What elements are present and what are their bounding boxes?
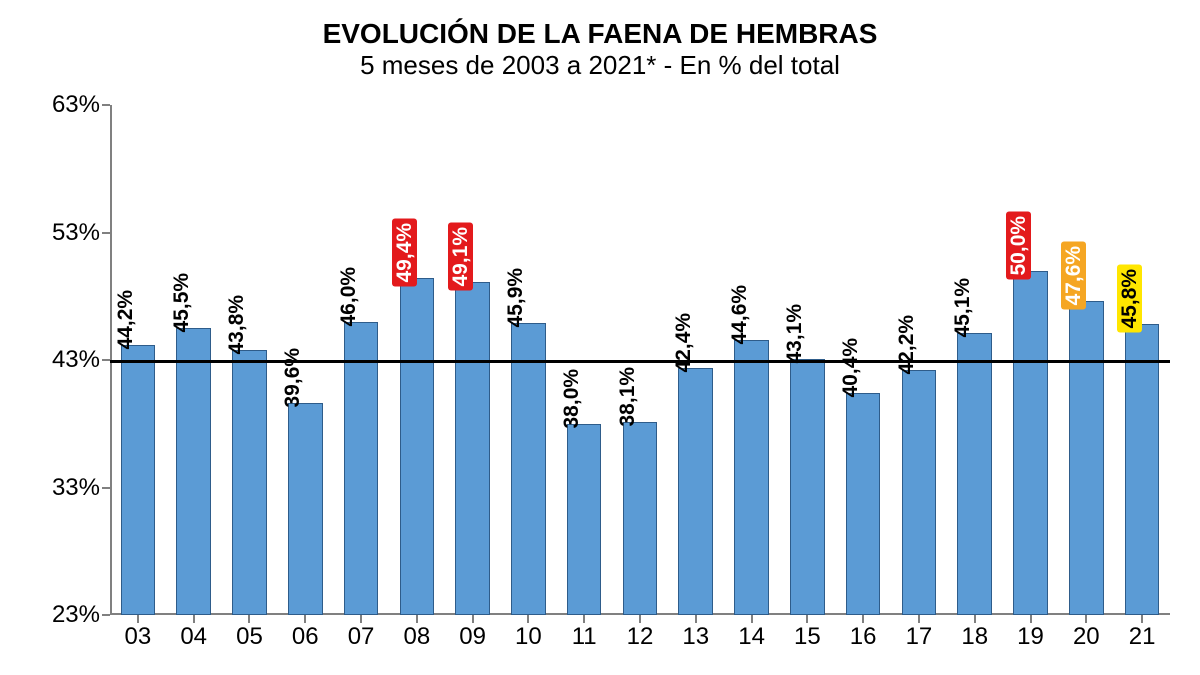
x-tick-label: 03 <box>125 615 152 651</box>
y-tick-label: 23% <box>52 601 110 629</box>
x-tick-label: 15 <box>794 615 821 651</box>
bar <box>902 370 937 615</box>
x-tick-label: 07 <box>348 615 375 651</box>
x-tick-label: 09 <box>459 615 486 651</box>
x-tick-label: 12 <box>627 615 654 651</box>
chart-subtitle: 5 meses de 2003 a 2021* - En % del total <box>0 50 1200 81</box>
data-label: 47,6% <box>1061 242 1086 310</box>
data-label: 49,4% <box>392 219 417 287</box>
data-label: 38,1% <box>615 363 640 431</box>
x-tick-label: 20 <box>1073 615 1100 651</box>
bar <box>232 350 267 615</box>
data-label: 45,5% <box>169 269 194 337</box>
x-tick-label: 19 <box>1017 615 1044 651</box>
data-label: 45,1% <box>950 274 975 342</box>
data-label: 45,9% <box>503 264 528 332</box>
y-tick-label: 63% <box>52 91 110 119</box>
bar <box>678 368 713 615</box>
x-tick-label: 13 <box>682 615 709 651</box>
x-tick-label: 21 <box>1129 615 1156 651</box>
data-label: 44,2% <box>113 286 138 354</box>
y-tick-label: 43% <box>52 346 110 374</box>
bar <box>1013 271 1048 615</box>
x-tick-label: 18 <box>961 615 988 651</box>
x-tick-label: 05 <box>236 615 263 651</box>
x-tick-label: 16 <box>850 615 877 651</box>
data-label: 44,6% <box>727 281 752 349</box>
bar <box>1125 324 1160 615</box>
bar <box>734 340 769 615</box>
bar <box>344 322 379 615</box>
data-label: 43,1% <box>782 300 807 368</box>
bar <box>455 282 490 615</box>
y-tick-label: 53% <box>52 219 110 247</box>
data-label: 43,8% <box>224 291 249 359</box>
x-tick-label: 08 <box>403 615 430 651</box>
data-label: 46,0% <box>336 263 361 331</box>
bar <box>846 393 881 615</box>
bar <box>400 278 435 615</box>
data-label: 45,8% <box>1117 265 1142 333</box>
bar <box>790 359 825 615</box>
bar <box>288 403 323 615</box>
data-label: 42,4% <box>671 309 696 377</box>
data-label: 38,0% <box>559 365 584 433</box>
bar <box>121 345 156 615</box>
y-tick-label: 33% <box>52 474 110 502</box>
x-tick-label: 06 <box>292 615 319 651</box>
bar <box>567 424 602 615</box>
reference-line <box>110 360 1170 363</box>
x-tick-label: 17 <box>906 615 933 651</box>
bar <box>511 323 546 615</box>
title-block: EVOLUCIÓN DE LA FAENA DE HEMBRAS 5 meses… <box>0 18 1200 81</box>
chart-title: EVOLUCIÓN DE LA FAENA DE HEMBRAS <box>0 18 1200 50</box>
data-label: 49,1% <box>448 223 473 291</box>
bar <box>1069 301 1104 615</box>
data-label: 50,0% <box>1006 212 1031 280</box>
bar <box>176 328 211 615</box>
bar <box>623 422 658 615</box>
data-label: 39,6% <box>280 344 305 412</box>
x-tick-label: 10 <box>515 615 542 651</box>
chart-container: EVOLUCIÓN DE LA FAENA DE HEMBRAS 5 meses… <box>0 0 1200 675</box>
bar <box>957 333 992 615</box>
data-label: 40,4% <box>838 334 863 402</box>
plot-area: 23%33%43%53%63%0344,2%0445,5%0543,8%0639… <box>110 105 1170 615</box>
x-tick-label: 04 <box>180 615 207 651</box>
x-tick-label: 14 <box>738 615 765 651</box>
data-label: 42,2% <box>894 311 919 379</box>
x-tick-label: 11 <box>572 615 597 651</box>
